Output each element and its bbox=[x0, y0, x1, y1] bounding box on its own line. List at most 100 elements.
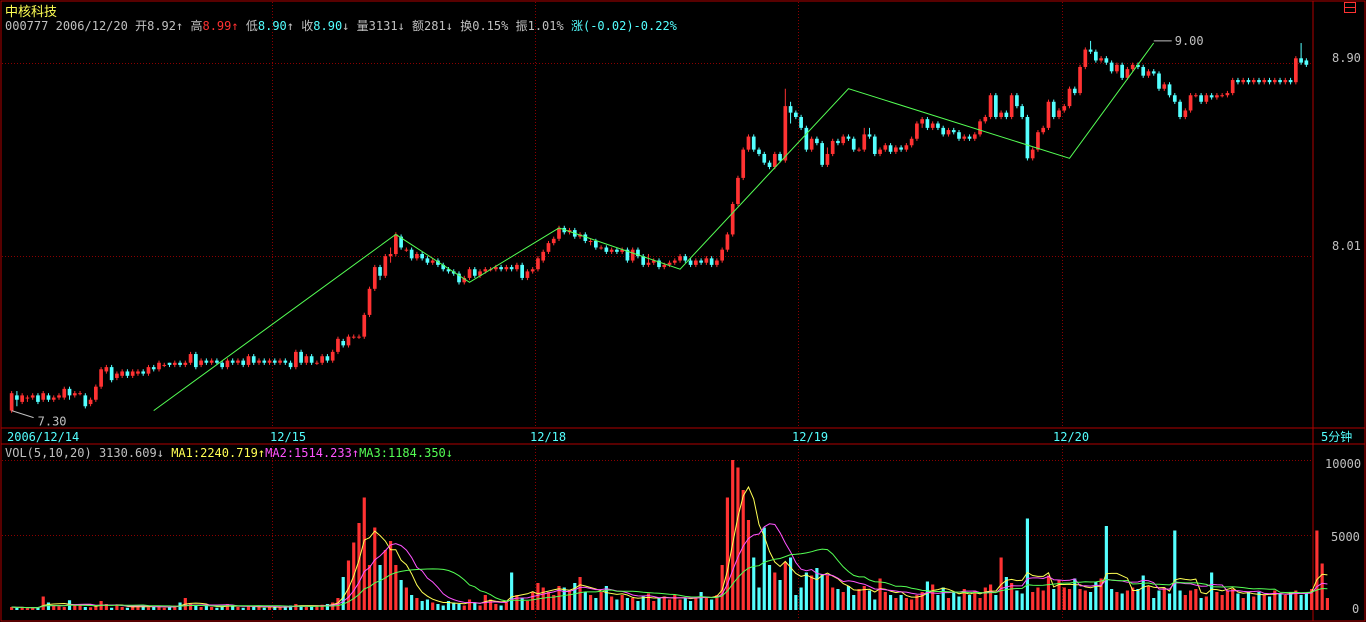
candle-body bbox=[88, 399, 93, 405]
candle-body bbox=[288, 362, 293, 368]
volume-bar bbox=[762, 527, 766, 610]
candle-body bbox=[78, 393, 82, 395]
candle-body bbox=[872, 136, 877, 154]
volume-bar bbox=[1294, 590, 1298, 610]
candle-body bbox=[799, 116, 803, 128]
candle-body bbox=[230, 360, 235, 363]
volume-bar bbox=[1162, 587, 1166, 610]
candle-body bbox=[325, 356, 330, 361]
candle-body bbox=[1120, 64, 1124, 78]
candle-body bbox=[1267, 80, 1272, 83]
candle-body bbox=[1099, 58, 1103, 61]
volume-bar bbox=[1262, 595, 1266, 610]
volume-bar bbox=[957, 596, 961, 610]
candle-body bbox=[141, 371, 146, 374]
volume-bar bbox=[962, 589, 966, 610]
volume-bar bbox=[299, 605, 303, 610]
volume-bar bbox=[115, 605, 119, 610]
volume-bar bbox=[931, 584, 935, 610]
volume-bar bbox=[1057, 580, 1061, 610]
candle-body bbox=[183, 362, 188, 365]
volume-bar bbox=[846, 586, 851, 610]
low-value: 8.90 bbox=[257, 19, 287, 33]
volume-bar bbox=[610, 596, 614, 610]
candle-body bbox=[646, 262, 651, 265]
volume-bar bbox=[831, 587, 835, 610]
volume-bar bbox=[867, 590, 872, 610]
volume-bar bbox=[441, 605, 445, 610]
candle-body bbox=[699, 260, 703, 263]
volume-bar bbox=[136, 607, 140, 610]
volume-bar bbox=[383, 550, 387, 610]
candle-body bbox=[157, 362, 161, 370]
volume-bar bbox=[1089, 592, 1093, 610]
volume-bar bbox=[1183, 595, 1187, 610]
volume-bar bbox=[462, 605, 466, 610]
volume-bar bbox=[836, 589, 840, 610]
volume-bar bbox=[1020, 593, 1024, 610]
volume-bar bbox=[25, 608, 29, 610]
candle-body bbox=[794, 112, 798, 117]
candle-body bbox=[599, 247, 603, 249]
volume-bar bbox=[583, 592, 587, 610]
high-value: 8.99 bbox=[202, 19, 232, 33]
volume-bar bbox=[1157, 590, 1161, 610]
volume-bar bbox=[1067, 589, 1072, 610]
volume-bar bbox=[283, 606, 287, 610]
candle-body bbox=[820, 143, 824, 165]
volume-bar bbox=[289, 605, 293, 610]
candle-body bbox=[1257, 80, 1261, 83]
volume-bar bbox=[1194, 589, 1198, 610]
arrow-up-icon: ↑ bbox=[257, 446, 266, 460]
volume-bar bbox=[1036, 587, 1040, 610]
low-label: 低 bbox=[245, 19, 258, 33]
volume-bar bbox=[357, 523, 361, 610]
candle-body bbox=[967, 136, 972, 139]
turnover-label: 换 bbox=[460, 19, 473, 33]
candle-body bbox=[357, 336, 361, 338]
candle-body bbox=[83, 395, 88, 407]
volume-bar bbox=[573, 583, 577, 610]
window-icon[interactable] bbox=[1344, 2, 1356, 13]
volume-bar bbox=[436, 604, 440, 610]
candle-body bbox=[888, 145, 893, 152]
volume-bar bbox=[499, 605, 503, 610]
x-date-label: 12/20 bbox=[1053, 430, 1089, 444]
volume-bar bbox=[694, 596, 698, 610]
candle-body bbox=[762, 153, 767, 163]
volume-bar bbox=[704, 598, 708, 610]
candle-body bbox=[1304, 60, 1309, 65]
volume-bar bbox=[1310, 589, 1314, 610]
candle-body bbox=[151, 367, 156, 370]
candle-body bbox=[467, 269, 472, 278]
candle-body bbox=[1136, 64, 1140, 67]
ma1-line bbox=[11, 485, 1328, 609]
candle-body bbox=[336, 338, 340, 352]
volume-bar bbox=[236, 607, 240, 610]
ma1-value: MA1:2240.719 bbox=[171, 446, 258, 460]
volume-bar bbox=[304, 607, 308, 610]
volume-bar bbox=[941, 587, 945, 610]
candle-body bbox=[541, 251, 546, 261]
volume-bar bbox=[536, 583, 540, 610]
candle-body bbox=[720, 249, 724, 261]
candle-body bbox=[215, 360, 219, 363]
volume-bar bbox=[246, 605, 251, 610]
volume-bar bbox=[683, 598, 687, 610]
volume-bar bbox=[1167, 593, 1172, 610]
candle-body bbox=[1041, 127, 1046, 133]
candle-body bbox=[757, 149, 761, 154]
candle-body bbox=[1241, 80, 1246, 83]
volume-bar bbox=[720, 565, 724, 610]
volume-bar bbox=[1173, 530, 1177, 610]
candle-body bbox=[657, 260, 661, 268]
candle-body bbox=[894, 147, 898, 152]
candle-body bbox=[257, 360, 261, 363]
volume-bar bbox=[1052, 589, 1056, 610]
candle-body bbox=[1036, 132, 1040, 150]
volume-bar bbox=[341, 577, 345, 610]
volume-tick-label: 10000 bbox=[1325, 457, 1361, 471]
candle-body bbox=[988, 95, 993, 117]
volume-bar bbox=[78, 605, 82, 610]
volume-bar bbox=[278, 607, 282, 610]
